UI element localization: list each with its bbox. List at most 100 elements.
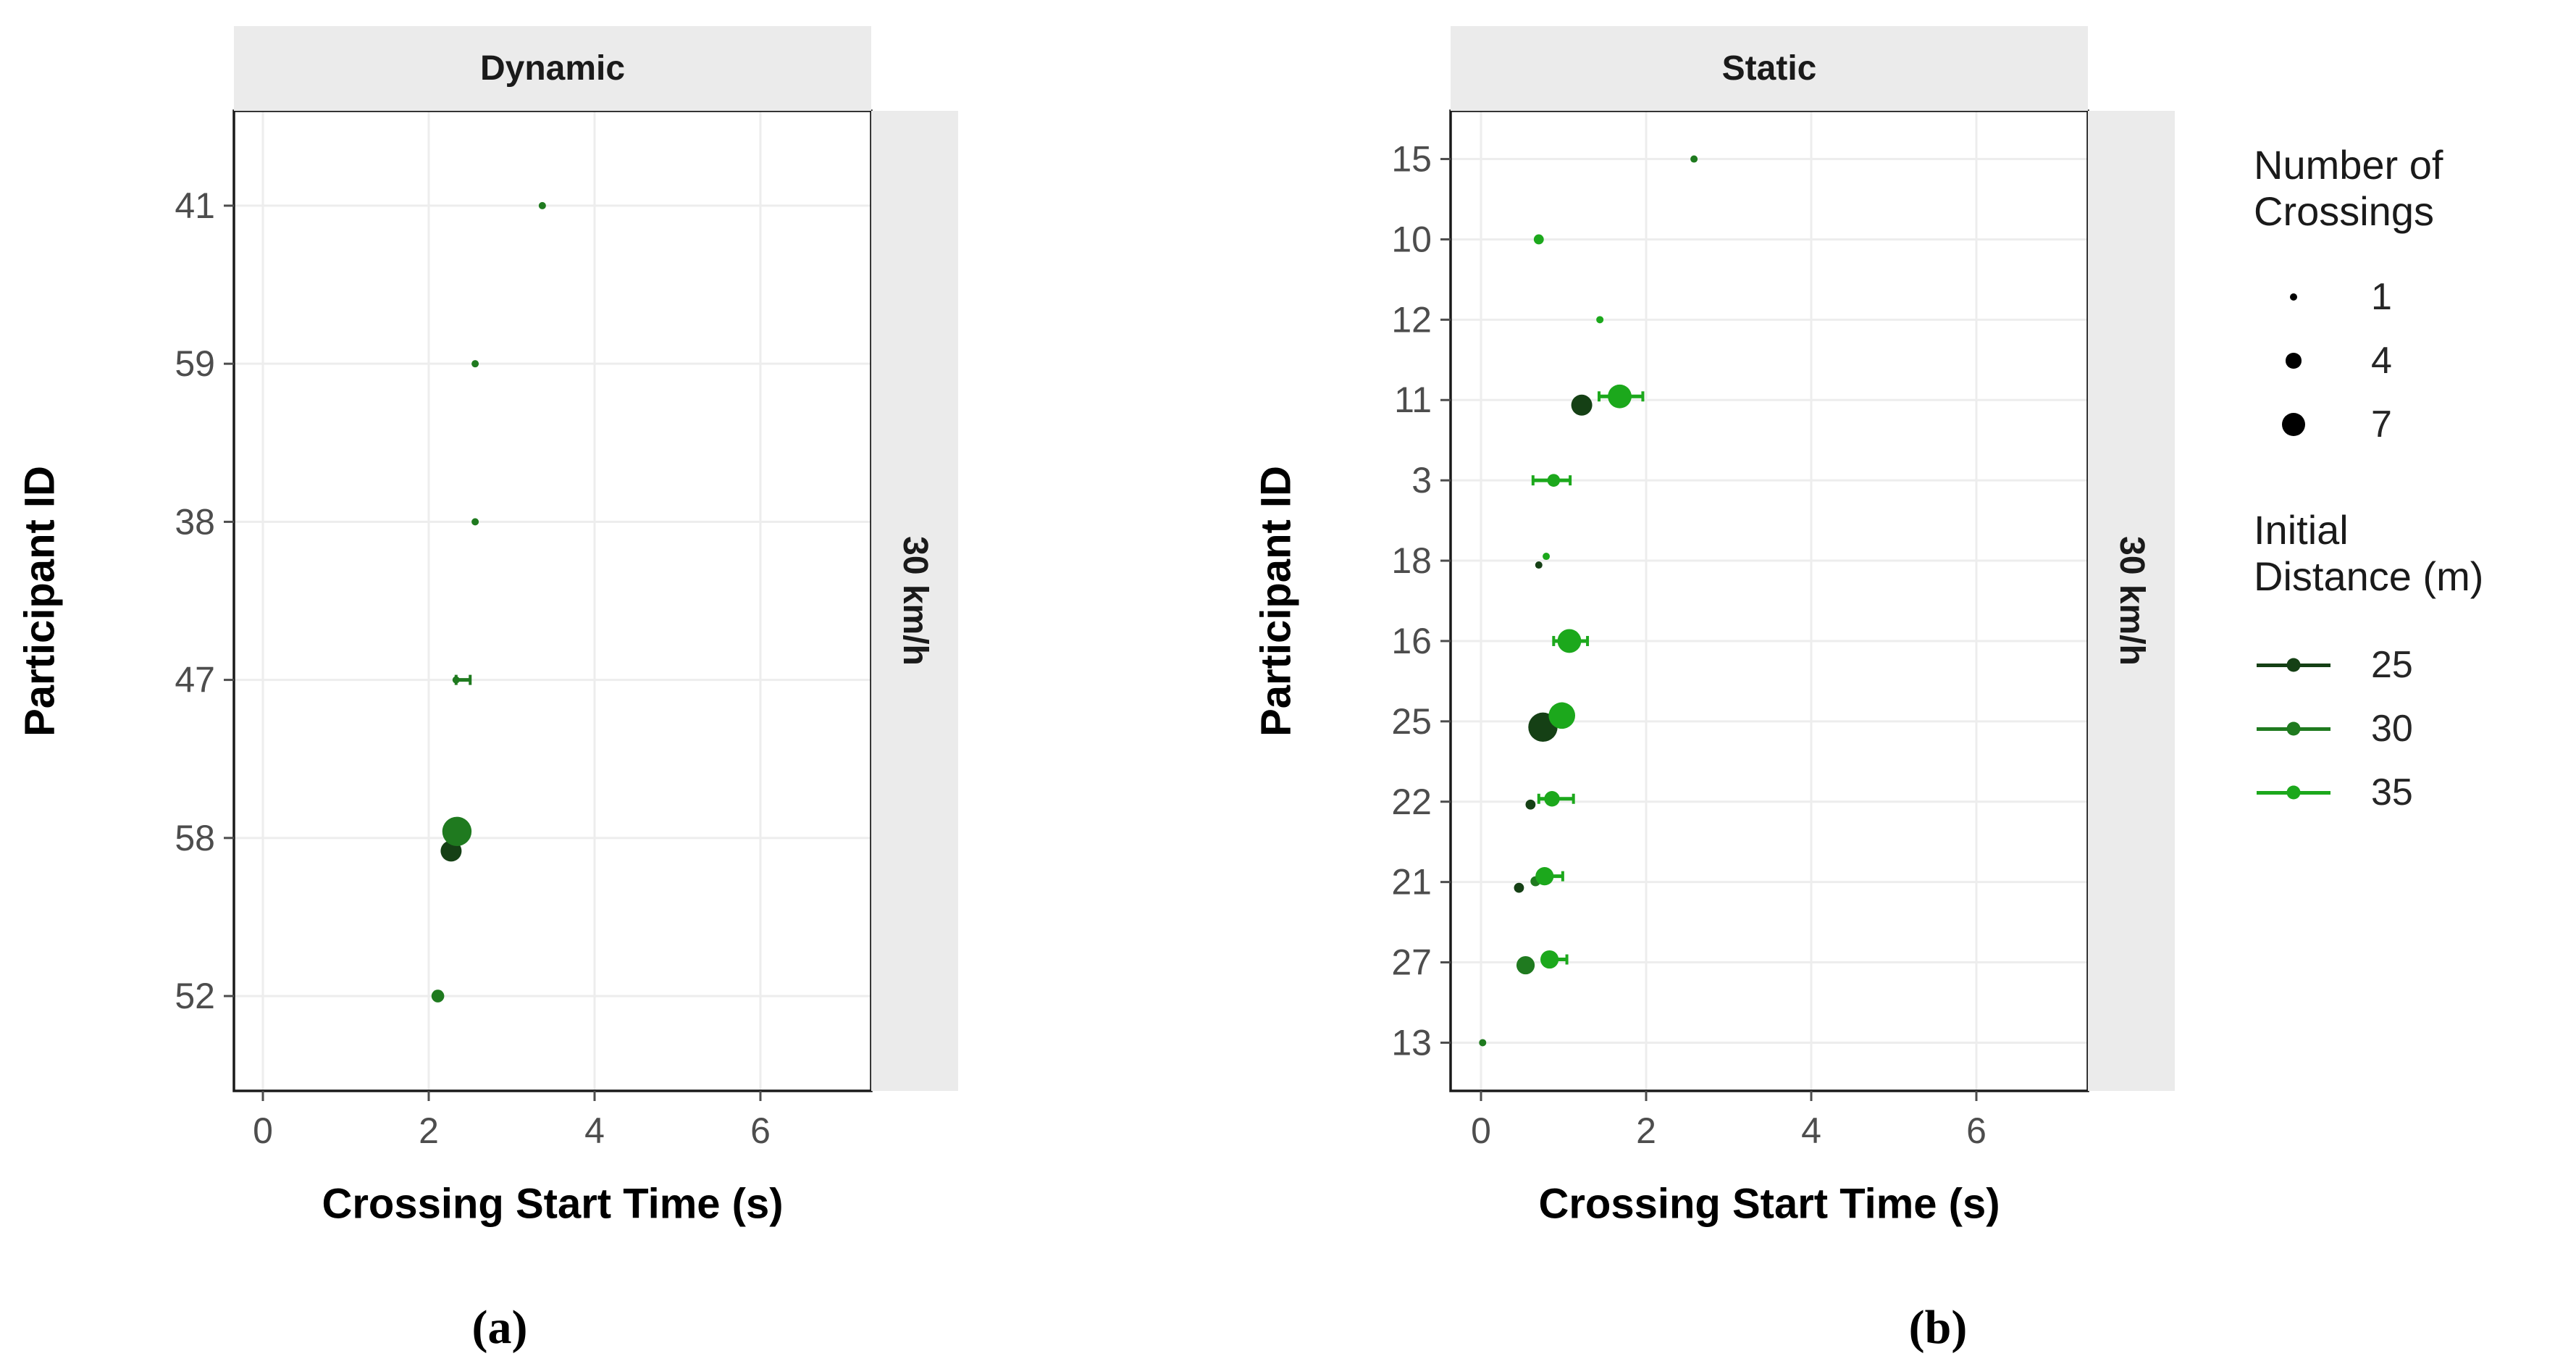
caption-a: (a) (471, 1301, 528, 1354)
legend-size-label-7: 7 (2371, 403, 2392, 445)
size-key-7 (2254, 403, 2333, 446)
y-tick-label: 13 (1391, 1022, 1432, 1063)
y-tick-label: 52 (175, 976, 215, 1016)
legend-color-title: Initial Distance (m) (2254, 507, 2572, 600)
y-tick-label: 11 (1394, 380, 1432, 420)
legend-color-title-line1: Initial (2254, 507, 2349, 553)
data-point (1596, 316, 1604, 324)
x-tick-label: 6 (750, 1110, 771, 1151)
data-point (538, 201, 546, 209)
legend-size-title-line2: Crossings (2254, 188, 2434, 234)
side-strip-speed-dynamic: 30 km/h (871, 111, 958, 1091)
x-tick-label: 2 (419, 1110, 439, 1151)
data-point (1540, 950, 1559, 969)
caption-b: (b) (1908, 1301, 1968, 1354)
color-key-35 (2254, 771, 2333, 814)
data-point (1571, 394, 1593, 416)
y-tick-label: 25 (1391, 701, 1432, 742)
data-point (1547, 474, 1561, 487)
legend-size-label-4: 4 (2371, 340, 2392, 382)
data-point (1608, 384, 1632, 409)
size-dot-icon (2281, 412, 2306, 437)
legend-size-label-1: 1 (2371, 276, 2392, 318)
side-strip-speed-static-label: 30 km/h (2112, 536, 2151, 666)
y-tick-label: 47 (175, 660, 215, 700)
data-point (1516, 955, 1535, 975)
data-point (471, 360, 479, 368)
y-axis-title-dynamic: Participant ID (16, 466, 64, 737)
side-strip-speed-dynamic-label: 30 km/h (895, 536, 934, 666)
panel-border (1449, 109, 2089, 1092)
x-tick-label: 0 (253, 1110, 273, 1151)
y-tick-label: 12 (1391, 299, 1432, 340)
data-point (1533, 234, 1544, 245)
x-axis-title-dynamic: Crossing Start Time (s) (322, 1180, 784, 1228)
y-tick-label: 27 (1391, 942, 1432, 983)
size-dot-icon (2290, 293, 2297, 301)
data-point (1548, 702, 1576, 729)
data-point (1535, 867, 1554, 886)
y-tick-label: 41 (175, 185, 215, 226)
facet-strip-static-label: Static (1721, 49, 1817, 88)
y-tick-label: 18 (1391, 540, 1432, 581)
facet-strip-dynamic-label: Dynamic (479, 49, 626, 88)
data-point (1479, 1039, 1487, 1047)
side-strip-speed-static: 30 km/h (2088, 111, 2175, 1091)
size-dot-icon (2286, 353, 2302, 369)
color-key-25 (2254, 643, 2333, 687)
y-tick-label: 58 (175, 818, 215, 858)
y-tick-label: 10 (1391, 219, 1432, 259)
legend-size-block: Number of Crossings 1 4 7 (2254, 142, 2572, 456)
legend-size-entry-1: 1 (2254, 265, 2572, 329)
x-tick-label: 4 (1801, 1110, 1821, 1151)
pointrange-dot-icon (2286, 785, 2301, 800)
data-point (452, 676, 460, 684)
color-key-30 (2254, 707, 2333, 750)
legend-color-label-35: 35 (2371, 771, 2413, 813)
legend-color-entry-35: 35 (2254, 761, 2572, 824)
data-point (471, 518, 479, 526)
legend-color-title-line2: Distance (m) (2254, 553, 2484, 599)
legend-size-title-line1: Number of (2254, 142, 2443, 188)
data-point (1557, 629, 1582, 653)
pointrange-dot-icon (2286, 721, 2301, 736)
y-tick-label: 3 (1411, 460, 1432, 501)
x-tick-label: 2 (1636, 1110, 1656, 1151)
data-point (1544, 791, 1560, 807)
legend-color-label-25: 25 (2371, 644, 2413, 686)
facet-strip-static: Static (1451, 26, 2088, 111)
legend: Number of Crossings 1 4 7 In (2254, 142, 2572, 875)
y-tick-label: 38 (175, 501, 215, 542)
legend-size-entry-4: 4 (2254, 329, 2572, 393)
data-point (1690, 155, 1698, 163)
legend-color-block: Initial Distance (m) 25 30 (2254, 507, 2572, 824)
y-tick-label: 59 (175, 343, 215, 384)
size-key-4 (2254, 339, 2333, 382)
x-tick-label: 4 (584, 1110, 605, 1151)
y-tick-label: 16 (1391, 621, 1432, 661)
y-tick-label: 22 (1391, 782, 1432, 822)
x-axis-title-static: Crossing Start Time (s) (1538, 1180, 2000, 1228)
data-point (431, 989, 445, 1003)
legend-color-entry-25: 25 (2254, 633, 2572, 697)
data-point (1514, 882, 1524, 893)
legend-color-label-30: 30 (2371, 708, 2413, 750)
y-tick-label: 21 (1391, 862, 1432, 903)
data-point (1543, 553, 1551, 561)
facet-strip-dynamic: Dynamic (234, 26, 871, 111)
data-point (442, 816, 472, 847)
y-axis-title-static: Participant ID (1252, 466, 1300, 737)
x-tick-label: 6 (1966, 1110, 1986, 1151)
panel-border (232, 109, 873, 1092)
legend-size-entry-7: 7 (2254, 393, 2572, 456)
legend-color-entry-30: 30 (2254, 697, 2572, 761)
legend-size-title: Number of Crossings (2254, 142, 2572, 235)
size-key-1 (2254, 275, 2333, 319)
x-tick-label: 0 (1471, 1110, 1491, 1151)
pointrange-dot-icon (2286, 658, 2301, 672)
y-tick-label: 15 (1391, 139, 1432, 180)
data-point (1535, 561, 1543, 569)
data-point (1525, 799, 1536, 810)
